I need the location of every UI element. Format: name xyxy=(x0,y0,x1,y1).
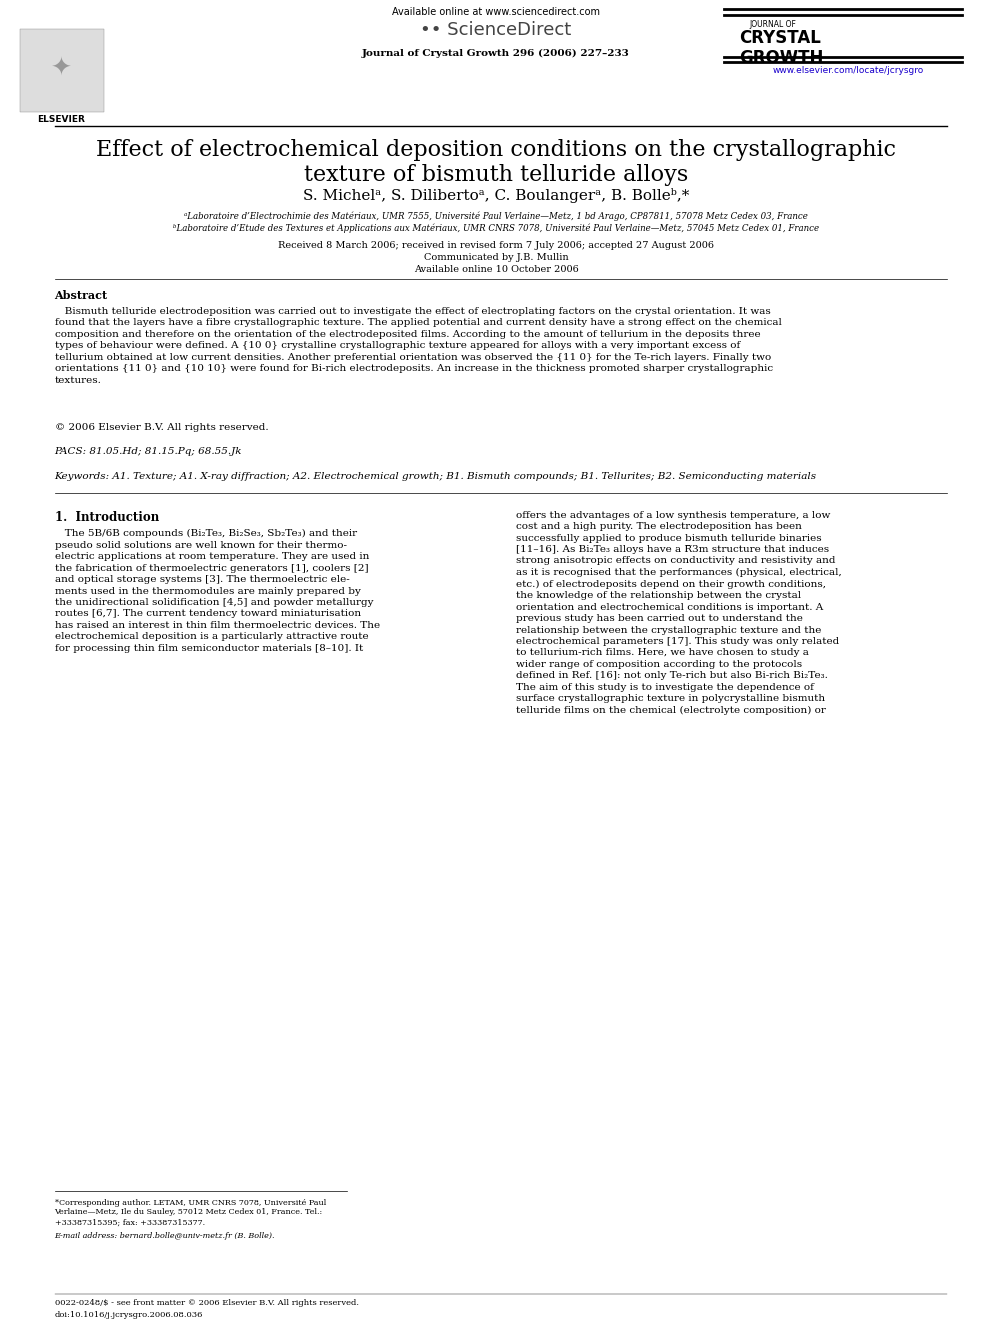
Text: Effect of electrochemical deposition conditions on the crystallographic: Effect of electrochemical deposition con… xyxy=(96,139,896,161)
Text: S. Michelᵃ, S. Dilibertoᵃ, C. Boulangerᵃ, B. Bolleᵇ,*: S. Michelᵃ, S. Dilibertoᵃ, C. Boulangerᵃ… xyxy=(303,188,689,202)
Text: The 5B/6B compounds (Bi₂Te₃, Bi₂Se₃, Sb₂Te₃) and their
pseudo solid solutions ar: The 5B/6B compounds (Bi₂Te₃, Bi₂Se₃, Sb₂… xyxy=(55,529,380,652)
Text: © 2006 Elsevier B.V. All rights reserved.: © 2006 Elsevier B.V. All rights reserved… xyxy=(55,423,268,433)
Text: doi:10.1016/j.jcrysgro.2006.08.036: doi:10.1016/j.jcrysgro.2006.08.036 xyxy=(55,1311,203,1319)
Text: E-mail address: bernard.bolle@univ-metz.fr (B. Bolle).: E-mail address: bernard.bolle@univ-metz.… xyxy=(55,1232,275,1240)
Text: www.elsevier.com/locate/jcrysgro: www.elsevier.com/locate/jcrysgro xyxy=(773,66,924,75)
Text: ELSEVIER: ELSEVIER xyxy=(38,115,85,124)
Text: Keywords: A1. Texture; A1. X-ray diffraction; A2. Electrochemical growth; B1. Bi: Keywords: A1. Texture; A1. X-ray diffrac… xyxy=(55,472,816,482)
Text: Bismuth telluride electrodeposition was carried out to investigate the effect of: Bismuth telluride electrodeposition was … xyxy=(55,307,782,385)
Text: Available online at www.sciencedirect.com: Available online at www.sciencedirect.co… xyxy=(392,7,600,17)
Text: 1.  Introduction: 1. Introduction xyxy=(55,511,159,524)
Text: 0022-0248/$ - see front matter © 2006 Elsevier B.V. All rights reserved.: 0022-0248/$ - see front matter © 2006 El… xyxy=(55,1299,358,1307)
Text: offers the advantages of a low synthesis temperature, a low
cost and a high puri: offers the advantages of a low synthesis… xyxy=(516,511,841,714)
Text: JOURNAL OF: JOURNAL OF xyxy=(749,20,796,29)
Text: Received 8 March 2006; received in revised form 7 July 2006; accepted 27 August : Received 8 March 2006; received in revis… xyxy=(278,241,714,250)
Text: ✦: ✦ xyxy=(51,57,72,81)
Text: Abstract: Abstract xyxy=(55,290,108,300)
Text: *Corresponding author. LETAM, UMR CNRS 7078, Université Paul
Verlaine—Metz, Ile : *Corresponding author. LETAM, UMR CNRS 7… xyxy=(55,1199,325,1226)
Text: PACS: 81.05.Hd; 81.15.Pq; 68.55.Jk: PACS: 81.05.Hd; 81.15.Pq; 68.55.Jk xyxy=(55,447,242,456)
Text: CRYSTAL: CRYSTAL xyxy=(739,29,821,48)
Text: Available online 10 October 2006: Available online 10 October 2006 xyxy=(414,265,578,274)
Text: Communicated by J.B. Mullin: Communicated by J.B. Mullin xyxy=(424,253,568,262)
Text: ᵃLaboratoire d’Electrochimie des Matériaux, UMR 7555, Université Paul Verlaine—M: ᵃLaboratoire d’Electrochimie des Matéria… xyxy=(185,212,807,221)
Text: GROWTH: GROWTH xyxy=(739,49,823,67)
Text: •• ScienceDirect: •• ScienceDirect xyxy=(421,21,571,40)
Text: texture of bismuth telluride alloys: texture of bismuth telluride alloys xyxy=(304,164,688,187)
Text: Journal of Crystal Growth 296 (2006) 227–233: Journal of Crystal Growth 296 (2006) 227… xyxy=(362,49,630,58)
Text: ᵇLaboratoire d’Etude des Textures et Applications aux Matériaux, UMR CNRS 7078, : ᵇLaboratoire d’Etude des Textures et App… xyxy=(173,224,819,233)
Bar xyxy=(20,29,104,112)
